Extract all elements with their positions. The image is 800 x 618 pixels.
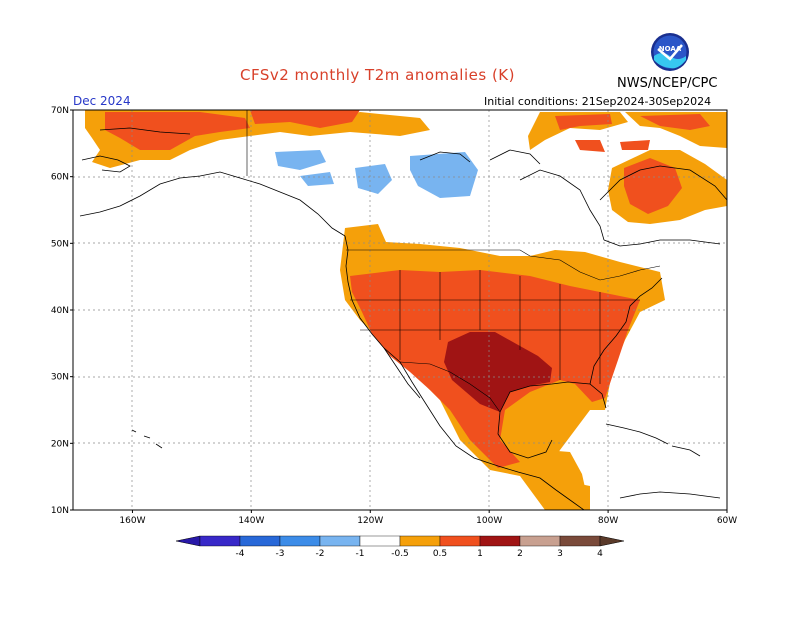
colorbar-swatch xyxy=(279,535,321,547)
initial-conditions: Initial conditions: 21Sep2024-30Sep2024 xyxy=(484,95,712,108)
colorbar-swatch xyxy=(479,535,521,547)
svg-text:NOAA: NOAA xyxy=(659,45,682,53)
map-title: CFSv2 monthly T2m anomalies (K) xyxy=(240,66,515,84)
colorbar: -4 -3 -2 -1 -0.5 0.5 1 2 3 4 xyxy=(175,535,625,559)
coastlines xyxy=(79,127,727,510)
colorbar-arrow-right xyxy=(599,535,625,547)
lon-label: 160W xyxy=(119,516,145,526)
lon-label: 80W xyxy=(598,516,618,526)
colorbar-label: -3 xyxy=(276,549,285,559)
colorbar-swatch xyxy=(559,535,601,547)
colorbar-label: 3 xyxy=(557,549,563,559)
forecast-month: Dec 2024 xyxy=(73,94,131,108)
lat-label: 30N xyxy=(51,373,69,383)
colorbar-swatch xyxy=(239,535,281,547)
colorbar-swatch xyxy=(359,535,401,547)
colorbar-label: -0.5 xyxy=(391,549,409,559)
colorbar-swatch xyxy=(319,535,361,547)
colorbar-swatch xyxy=(519,535,561,547)
colorbar-swatch xyxy=(199,535,241,547)
lat-label: 20N xyxy=(51,439,69,449)
anomaly-shading xyxy=(85,110,727,510)
lat-label: 70N xyxy=(51,106,69,116)
colorbar-label: 2 xyxy=(517,549,523,559)
borders xyxy=(246,110,661,413)
lat-label: 60N xyxy=(51,173,69,183)
latitude-labels: 10N 20N 30N 40N 50N 60N 70N xyxy=(51,106,73,516)
colorbar-label: 4 xyxy=(597,549,603,559)
noaa-logo: NOAA xyxy=(651,33,689,71)
colorbar-label: -1 xyxy=(356,549,365,559)
lon-label: 60W xyxy=(717,516,737,526)
lat-label: 10N xyxy=(51,506,69,516)
longitude-labels: 160W 140W 120W 100W 80W 60W xyxy=(119,510,737,526)
lat-label: 40N xyxy=(51,306,69,316)
agency-label: NWS/NCEP/CPC xyxy=(617,76,718,91)
colorbar-label: -4 xyxy=(236,549,245,559)
lon-label: 140W xyxy=(238,516,264,526)
colorbar-swatch xyxy=(399,535,441,547)
colorbar-label: 0.5 xyxy=(433,549,447,559)
colorbar-label: 1 xyxy=(477,549,483,559)
lon-label: 100W xyxy=(476,516,502,526)
colorbar-arrow-left xyxy=(175,535,201,547)
colorbar-label: -2 xyxy=(316,549,325,559)
lon-label: 120W xyxy=(357,516,383,526)
lat-label: 50N xyxy=(51,239,69,249)
colorbar-swatch xyxy=(439,535,481,547)
